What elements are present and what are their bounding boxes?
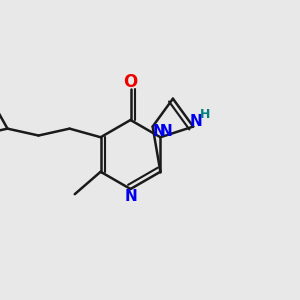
Text: N: N [124, 189, 137, 204]
Text: N: N [152, 124, 165, 140]
Text: N: N [190, 114, 203, 129]
Text: H: H [200, 108, 210, 121]
Text: N: N [159, 124, 172, 139]
Text: O: O [123, 73, 138, 91]
